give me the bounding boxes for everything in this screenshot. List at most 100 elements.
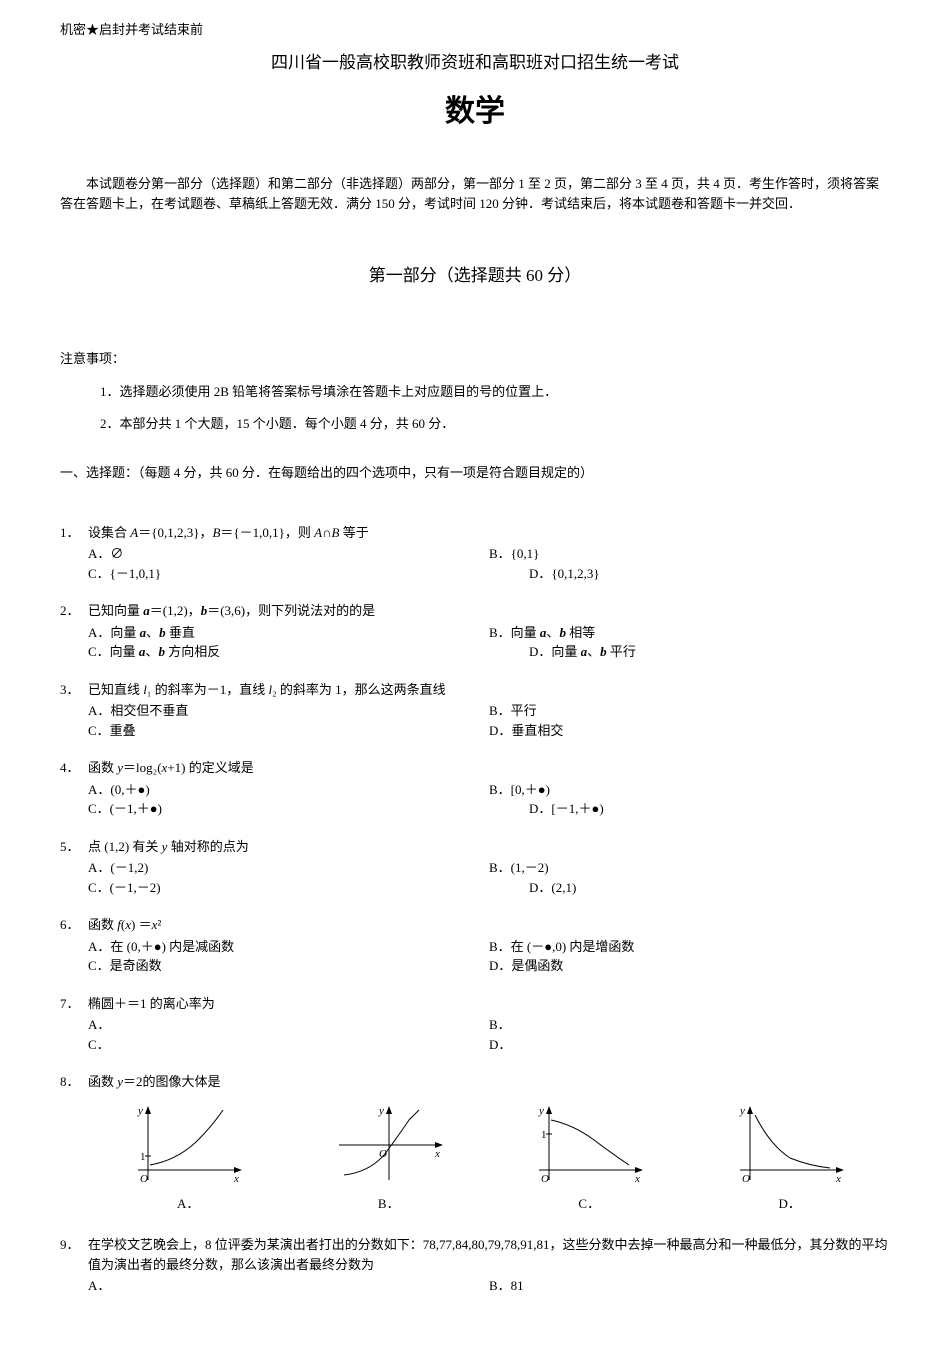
question-number: 1． <box>60 523 88 584</box>
question-stem: 已知直线 l₁ 的斜率为－1，直线 l₂ 的斜率为 1，那么这两条直线 <box>88 680 890 700</box>
question-stem: 点 (1,2) 有关 y 轴对称的点为 <box>88 837 890 857</box>
question-4: 4． 函数 y＝log₂(x+1) 的定义域是 A．(0,＋●) B．[0,＋●… <box>60 758 890 819</box>
graph-d-svg: y x O <box>730 1100 850 1190</box>
option-c: C．是奇函数 <box>88 956 489 976</box>
svg-text:O: O <box>379 1148 387 1160</box>
svg-text:O: O <box>742 1173 750 1185</box>
exam-intro: 本试题卷分第一部分（选择题）和第二部分（非选择题）两部分，第一部分 1 至 2 … <box>60 174 890 213</box>
graph-a-svg: y x O 1 <box>128 1100 248 1190</box>
option-label: B． <box>289 1194 490 1214</box>
option-c: C．重叠 <box>88 721 489 741</box>
options: A．(－1,2) B．(1,－2) C．(－1,－2) D．(2,1) <box>88 858 890 897</box>
option-a: A．向量 a、b 垂直 <box>88 623 489 643</box>
svg-text:y: y <box>378 1105 384 1117</box>
graph-c: y x O 1 C． <box>489 1100 690 1214</box>
svg-text:x: x <box>835 1173 841 1185</box>
graph-b: y x O B． <box>289 1100 490 1214</box>
options: A．在 (0,＋●) 内是减函数 B．在 (－●,0) 内是增函数 C．是奇函数… <box>88 937 890 976</box>
option-a: A．相交但不垂直 <box>88 701 489 721</box>
option-d: D．是偶函数 <box>489 956 890 976</box>
question-stem: 函数 y＝2的图像大体是 <box>88 1072 890 1092</box>
question-number: 6． <box>60 915 88 976</box>
option-b: B．在 (－●,0) 内是增函数 <box>489 937 890 957</box>
option-b: B．81 <box>489 1276 890 1296</box>
options: A． B．81 <box>88 1276 890 1296</box>
option-b: B．{0,1} <box>489 544 890 564</box>
options: A．∅ B．{0,1} C．{－1,0,1} D．{0,1,2,3} <box>88 544 890 583</box>
question-stem: 函数 f(x) ＝x² <box>88 915 890 935</box>
question-number: 5． <box>60 837 88 898</box>
option-d: D．[－1,＋●) <box>489 799 890 819</box>
graph-options: y x O 1 A． y x O <box>88 1100 890 1214</box>
option-d: D．(2,1) <box>489 878 890 898</box>
question-8: 8． 函数 y＝2的图像大体是 y x O 1 A． <box>60 1072 890 1217</box>
confidential-label: 机密★启封并考试结束前 <box>60 20 890 40</box>
option-b: B．[0,＋●) <box>489 780 890 800</box>
question-stem: 已知向量 a＝(1,2)，b＝(3,6)，则下列说法对的的是 <box>88 601 890 621</box>
question-stem: 椭圆＋＝1 的离心率为 <box>88 994 890 1014</box>
question-stem: 设集合 A＝{0,1,2,3}，B＝{－1,0,1}，则 A∩B 等于 <box>88 523 890 543</box>
question-2: 2． 已知向量 a＝(1,2)，b＝(3,6)，则下列说法对的的是 A．向量 a… <box>60 601 890 662</box>
option-a: A． <box>88 1276 489 1296</box>
option-a: A．在 (0,＋●) 内是减函数 <box>88 937 489 957</box>
svg-text:y: y <box>739 1105 745 1117</box>
question-7: 7． 椭圆＋＝1 的离心率为 A． B． C． D． <box>60 994 890 1055</box>
option-b: B．向量 a、b 相等 <box>489 623 890 643</box>
svg-text:O: O <box>140 1173 148 1185</box>
question-3: 3． 已知直线 l₁ 的斜率为－1，直线 l₂ 的斜率为 1，那么这两条直线 A… <box>60 680 890 741</box>
svg-text:y: y <box>137 1105 143 1117</box>
option-d: D．向量 a、b 平行 <box>489 642 890 662</box>
option-b: B．(1,－2) <box>489 858 890 878</box>
svg-text:x: x <box>634 1173 640 1185</box>
question-9: 9． 在学校文艺晚会上，8 位评委为某演出者打出的分数如下：78,77,84,8… <box>60 1235 890 1296</box>
option-a: A． <box>88 1015 489 1035</box>
question-stem: 在学校文艺晚会上，8 位评委为某演出者打出的分数如下：78,77,84,80,7… <box>88 1235 890 1274</box>
option-d: D．垂直相交 <box>489 721 890 741</box>
question-number: 7． <box>60 994 88 1055</box>
notice-item: 2．本部分共 1 个大题，15 个小题．每个小题 4 分，共 60 分． <box>100 414 890 434</box>
options: A．相交但不垂直 B．平行 C．重叠 D．垂直相交 <box>88 701 890 740</box>
svg-text:x: x <box>233 1173 239 1185</box>
svg-text:O: O <box>541 1173 549 1185</box>
question-number: 2． <box>60 601 88 662</box>
option-label: A． <box>88 1194 289 1214</box>
svg-text:y: y <box>538 1105 544 1117</box>
exam-title-line: 四川省一般高校职教师资班和高职班对口招生统一考试 <box>60 50 890 76</box>
question-number: 3． <box>60 680 88 741</box>
svg-text:x: x <box>434 1148 440 1160</box>
notice-label: 注意事项： <box>60 349 890 369</box>
option-label: C． <box>489 1194 690 1214</box>
options: A．(0,＋●) B．[0,＋●) C．(－1,＋●) D．[－1,＋●) <box>88 780 890 819</box>
option-d: D．{0,1,2,3} <box>489 564 890 584</box>
option-b: B．平行 <box>489 701 890 721</box>
question-number: 4． <box>60 758 88 819</box>
option-a: A．(0,＋●) <box>88 780 489 800</box>
option-c: C．向量 a、b 方向相反 <box>88 642 489 662</box>
option-b: B． <box>489 1015 890 1035</box>
question-number: 8． <box>60 1072 88 1217</box>
svg-text:1: 1 <box>140 1151 146 1163</box>
option-a: A．∅ <box>88 544 489 564</box>
option-c: C．(－1,＋●) <box>88 799 489 819</box>
options: A． B． C． D． <box>88 1015 890 1054</box>
options: A．向量 a、b 垂直 B．向量 a、b 相等 C．向量 a、b 方向相反 D．… <box>88 623 890 662</box>
option-c: C． <box>88 1035 489 1055</box>
option-d: D． <box>489 1035 890 1055</box>
question-stem: 函数 y＝log₂(x+1) 的定义域是 <box>88 758 890 778</box>
subject-title: 数学 <box>60 89 890 134</box>
section-description: 一、选择题：（每题 4 分，共 60 分．在每题给出的四个选项中，只有一项是符合… <box>60 463 890 483</box>
option-c: C．(－1,－2) <box>88 878 489 898</box>
part1-header: 第一部分（选择题共 60 分） <box>60 263 890 289</box>
svg-text:1: 1 <box>541 1129 547 1141</box>
option-a: A．(－1,2) <box>88 858 489 878</box>
question-6: 6． 函数 f(x) ＝x² A．在 (0,＋●) 内是减函数 B．在 (－●,… <box>60 915 890 976</box>
question-number: 9． <box>60 1235 88 1296</box>
graph-d: y x O D． <box>690 1100 891 1214</box>
option-label: D． <box>690 1194 891 1214</box>
option-c: C．{－1,0,1} <box>88 564 489 584</box>
notice-item: 1．选择题必须使用 2B 铅笔将答案标号填涂在答题卡上对应题目的号的位置上． <box>100 382 890 402</box>
question-1: 1． 设集合 A＝{0,1,2,3}，B＝{－1,0,1}，则 A∩B 等于 A… <box>60 523 890 584</box>
question-5: 5． 点 (1,2) 有关 y 轴对称的点为 A．(－1,2) B．(1,－2)… <box>60 837 890 898</box>
graph-a: y x O 1 A． <box>88 1100 289 1214</box>
notice-list: 1．选择题必须使用 2B 铅笔将答案标号填涂在答题卡上对应题目的号的位置上． 2… <box>100 382 890 433</box>
